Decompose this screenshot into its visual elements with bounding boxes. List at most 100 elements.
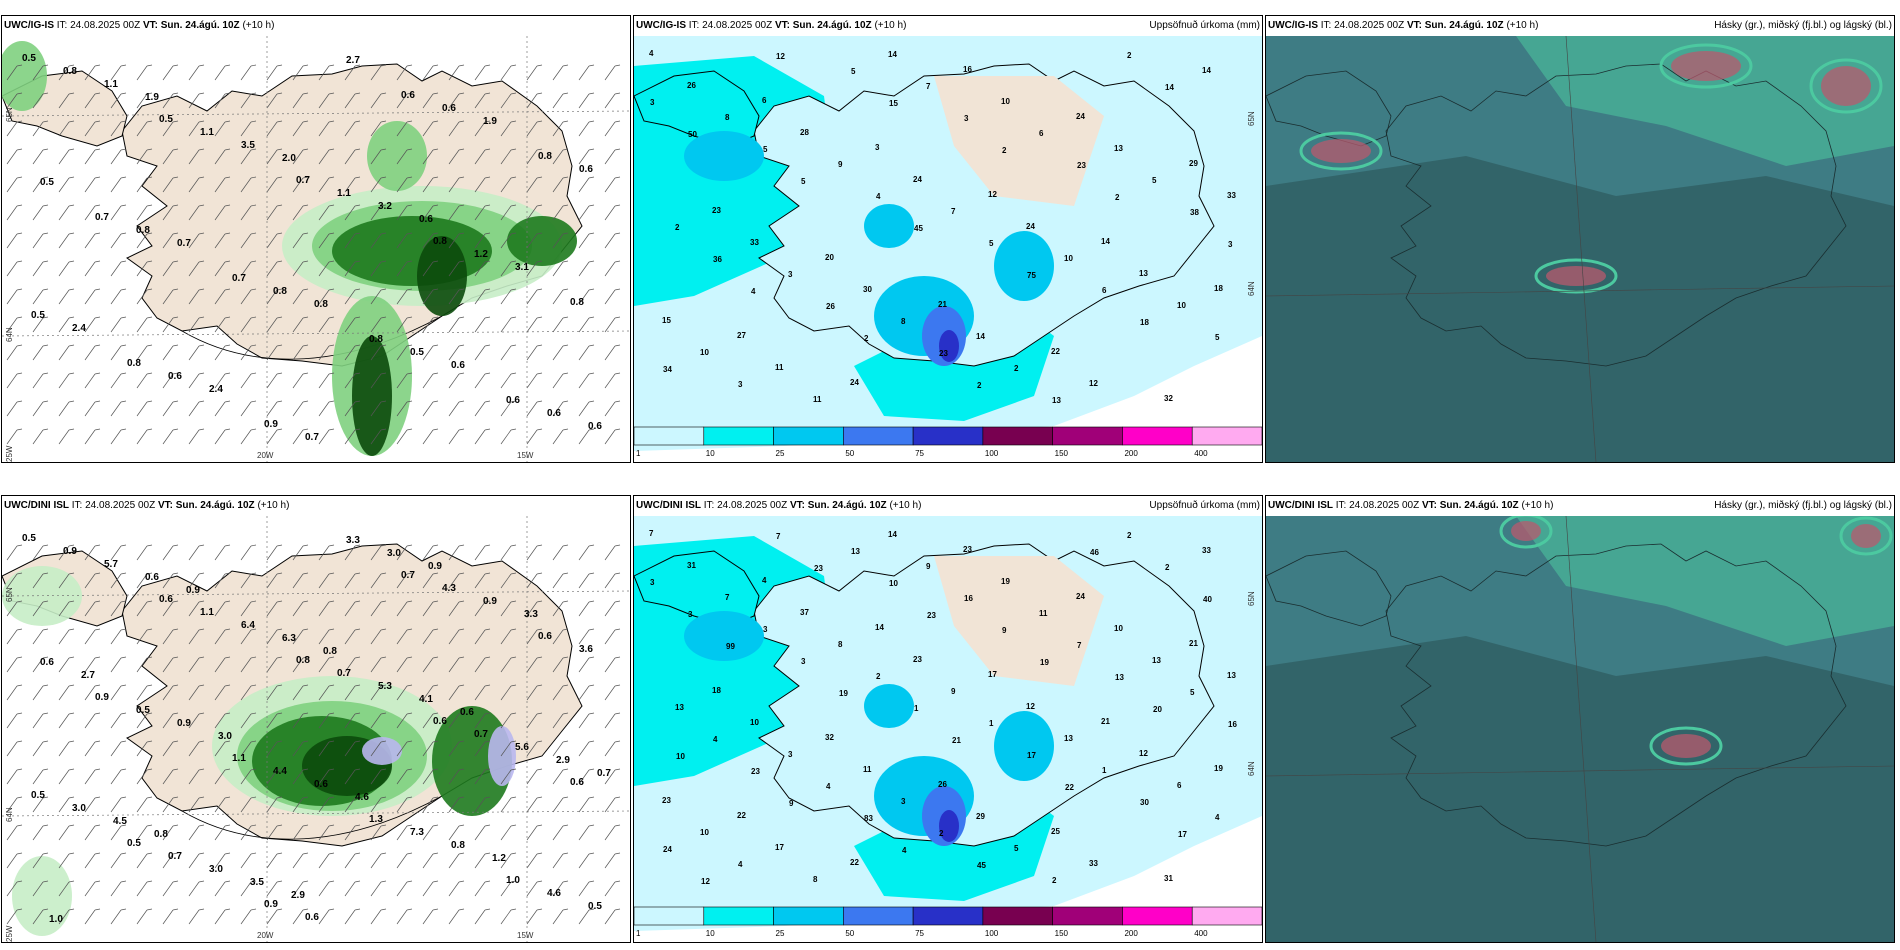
wind-barb [32,204,49,221]
wind-barb [422,288,439,305]
wind-barb [6,120,23,137]
wind-barb [266,712,283,729]
offset: (+10 h) [889,500,922,511]
mid-cloud-area [1516,36,1894,166]
wind-barb [578,148,595,165]
wind-barb [578,684,595,701]
precip-value: 0.7 [177,238,191,249]
wind-barb [266,544,283,561]
wind-barb [448,316,465,333]
cloud-contour [1809,58,1883,114]
precip-value: 0.7 [337,668,351,679]
wind-barb [240,120,257,137]
wind-barb [318,684,335,701]
cloud-contour [1534,258,1618,294]
wind-barb [318,176,335,193]
wind-barb [136,204,153,221]
accum-value: 17 [1178,830,1187,839]
wind-barb [58,712,75,729]
wind-barb [136,684,153,701]
wind-barb [162,64,179,81]
wind-barb [214,232,231,249]
wind-barb [344,656,361,673]
wind-barb [136,400,153,417]
wind-barb [344,428,361,445]
wind-barb [6,880,23,897]
precip-value: 0.8 [136,225,150,236]
wind-barb [266,344,283,361]
offset: (+10 h) [874,20,907,31]
wind-barb [32,908,49,925]
wind-barb [604,92,621,109]
precip-value: 6.3 [282,633,296,644]
accum-value: 9 [1002,626,1007,635]
wind-barb [500,64,517,81]
accum-value: 13 [675,703,684,712]
accum-value: 7 [926,82,931,91]
wind-barb [188,796,205,813]
wind-barb [292,428,309,445]
wind-barb [448,768,465,785]
wind-barb [604,656,621,673]
wind-barb [526,260,543,277]
wind-barb [604,572,621,589]
panel-top-left: UWC/IG-IS IT: 24.08.2025 00Z VT: Sun. 24… [1,15,631,463]
accum-value: 30 [1140,798,1149,807]
wind-barb [526,400,543,417]
accum-value: 23 [712,206,721,215]
wind-barb [110,768,127,785]
precip-value: 0.8 [323,646,337,657]
panel-subtitle: Hásky (gr.), miðský (fj.bl.) og lágský (… [1714,20,1892,31]
wind-barb [84,656,101,673]
wind-barb [422,572,439,589]
wind-barb [396,372,413,389]
wind-barb [422,344,439,361]
panel-title: UWC/IG-IS IT: 24.08.2025 00Z VT: Sun. 24… [1268,20,1538,31]
accum-value: 31 [1164,874,1173,883]
wind-barb [84,232,101,249]
wind-barb [474,288,491,305]
accum-value: 5 [1215,333,1220,342]
precip-value: 3.3 [346,535,360,546]
wind-barb [6,656,23,673]
wind-barb [266,316,283,333]
precip-value: 1.1 [200,127,214,138]
wind-barb [58,880,75,897]
precip-value: 2.9 [556,755,570,766]
accum-value: 16 [964,594,973,603]
accum-value: 20 [1153,705,1162,714]
wind-barb [448,880,465,897]
accum-value: 9 [838,160,843,169]
wind-barb [84,796,101,813]
wind-barb [214,796,231,813]
wind-barb [214,768,231,785]
precip-value: 0.6 [168,371,182,382]
wind-barb [396,288,413,305]
precip-value: 4.6 [547,888,561,899]
map-cloud [1266,36,1894,462]
land-outline [753,543,1215,847]
precip-value: 0.9 [428,561,442,572]
wind-barb [266,600,283,617]
wind-barb [136,628,153,645]
it-value: 24.08.2025 00Z [1334,20,1405,31]
wind-barb [526,768,543,785]
legend-label: 200 [1124,449,1138,458]
accum-value: 10 [750,718,759,727]
wind-barb [500,600,517,617]
wind-barb [344,628,361,645]
wind-barb [240,288,257,305]
accum-value: 22 [1065,783,1074,792]
wind-barb [526,572,543,589]
wind-barb [604,684,621,701]
wind-barb [526,428,543,445]
wind-barb [240,656,257,673]
accum-value: 10 [1114,624,1123,633]
accum-value: 21 [938,300,947,309]
wind-barb [240,64,257,81]
geo-label: 64N [1247,281,1256,296]
precip-area [332,216,492,286]
wind-barb [448,908,465,925]
accum-value: 13 [1152,656,1161,665]
wind-barb [266,148,283,165]
